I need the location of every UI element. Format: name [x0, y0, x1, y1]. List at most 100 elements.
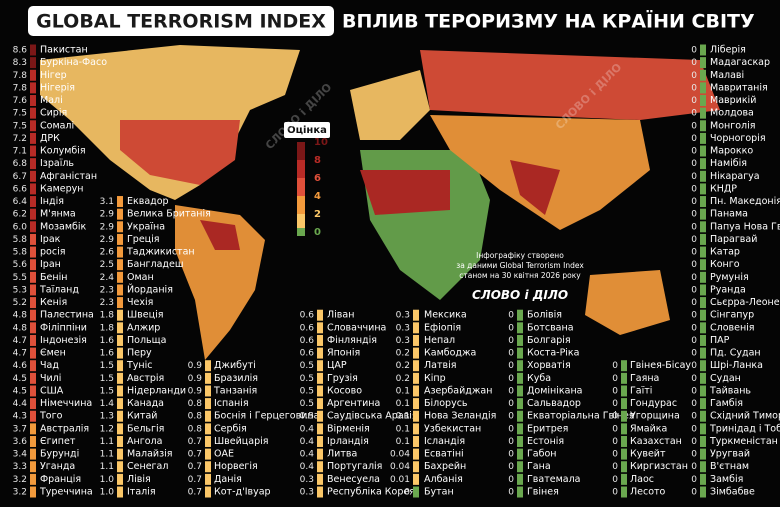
score: 7.5	[13, 121, 27, 131]
score: 2.9	[100, 210, 115, 220]
score: 0	[612, 399, 618, 409]
country-name: Ізраїль	[40, 158, 74, 169]
score: 1.5	[100, 361, 114, 371]
country-name: Буркіна-Фасо	[40, 57, 107, 68]
score-bar	[413, 385, 419, 397]
score-bar	[117, 461, 123, 473]
country-name: Пд. Судан	[710, 348, 761, 359]
score-bar	[700, 233, 706, 245]
score: 5.8	[13, 248, 28, 258]
score: 0.8	[188, 399, 203, 409]
score-bar	[700, 360, 706, 372]
score-bar	[621, 372, 627, 384]
country-name: росія	[40, 247, 65, 258]
score: 0	[508, 336, 514, 346]
country-name: Киргизстан	[630, 461, 688, 472]
country-name: Румунія	[710, 272, 749, 283]
score: 0	[508, 424, 514, 434]
country-name: Республіка Корея	[327, 487, 415, 498]
map-usa	[120, 120, 240, 185]
score: 0	[691, 46, 697, 56]
score: 0	[691, 399, 697, 409]
country-name: Сенегал	[127, 461, 168, 472]
score: 0.5	[300, 399, 314, 409]
score: 0.7	[188, 462, 202, 472]
country-name: Казахстан	[630, 436, 682, 447]
score-bar	[517, 347, 523, 359]
country-name: Чорногорія	[710, 133, 766, 144]
country-name: Нова Зеландія	[424, 411, 496, 422]
score-bar	[30, 448, 36, 460]
score: 0.2	[396, 374, 410, 384]
score: 3.4	[13, 450, 28, 460]
score-bar	[317, 410, 323, 422]
score: 0	[691, 475, 697, 485]
country-name: Панама	[710, 209, 748, 220]
score-bar	[30, 69, 36, 81]
score-bar	[700, 69, 706, 81]
country-name: Сирія	[40, 108, 67, 119]
score-bar	[205, 448, 211, 460]
country-name: Німеччина	[40, 398, 92, 409]
country-name: Узбекистан	[424, 423, 481, 434]
score-bar	[413, 309, 419, 321]
legend-tick-label: 0	[314, 227, 321, 238]
score-bar	[700, 309, 706, 321]
score-bar	[700, 297, 706, 309]
map-australia	[585, 270, 670, 335]
country-name: Ірак	[40, 234, 61, 245]
country-name: Чад	[40, 360, 59, 371]
legend-swatch	[297, 142, 305, 160]
score: 3.2	[13, 475, 27, 485]
country-name: Папуа Нова Гвінея	[710, 221, 780, 232]
score-bar	[30, 360, 36, 372]
score: 0	[691, 109, 697, 119]
score-bar	[205, 435, 211, 447]
score-bar	[117, 385, 123, 397]
country-name: Ангола	[127, 436, 162, 447]
score-bar	[700, 95, 706, 107]
score: 0.4	[300, 437, 315, 447]
score: 1.0	[100, 488, 115, 498]
country-name: Гвінея	[527, 487, 559, 498]
country-name: Туреччина	[39, 487, 93, 498]
note-line: за даними Global Terrorism Index	[456, 261, 584, 270]
country-name: Ірландія	[327, 436, 369, 447]
score: 0.4	[300, 450, 315, 460]
country-name: Гаяна	[630, 373, 659, 384]
country-name: Фінляндія	[327, 335, 377, 346]
country-name: Ліван	[327, 310, 354, 321]
country-name: Куба	[527, 373, 551, 384]
country-name: Східний Тимор	[710, 411, 780, 422]
score-bar	[317, 385, 323, 397]
score: 6.2	[13, 210, 27, 220]
country-name: Молдова	[710, 108, 754, 119]
score-bar	[517, 334, 523, 346]
score: 0	[691, 374, 697, 384]
legend-swatch	[297, 228, 305, 236]
score: 3.7	[13, 424, 27, 434]
score-bar	[413, 486, 419, 498]
score-bar	[413, 435, 419, 447]
score-bar	[413, 334, 419, 346]
score: 0	[691, 58, 697, 68]
country-name: Уругвай	[710, 449, 750, 460]
score-bar	[621, 385, 627, 397]
score-bar	[117, 221, 123, 233]
legend-swatch	[297, 214, 305, 232]
score: 2.9	[100, 235, 115, 245]
score: 7.1	[13, 147, 27, 157]
score-bar	[30, 334, 36, 346]
score: 0.01	[390, 475, 410, 485]
score: 4.4	[13, 399, 28, 409]
score: 7.8	[13, 71, 28, 81]
score-bar	[117, 271, 123, 283]
country-name: Нігерія	[40, 82, 75, 93]
score: 0.3	[300, 475, 314, 485]
score-bar	[517, 410, 523, 422]
score-bar	[117, 309, 123, 321]
score: 0.1	[396, 386, 410, 396]
score-bar	[517, 398, 523, 410]
country-name: Косово	[327, 385, 362, 396]
score-bar	[117, 322, 123, 334]
